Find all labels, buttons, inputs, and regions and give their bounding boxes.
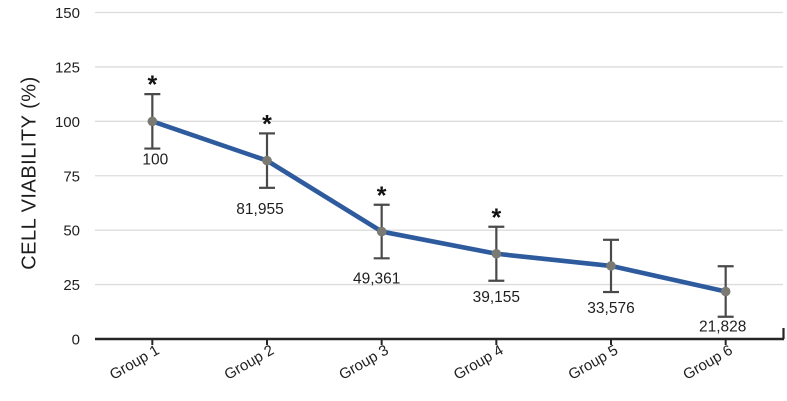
y-tick-label: 0	[72, 332, 80, 349]
category-label: Group 4	[451, 342, 506, 384]
data-point-markers	[147, 116, 731, 297]
gridlines	[95, 11, 783, 286]
data-label: 100	[142, 152, 168, 169]
data-label: 49,361	[353, 270, 400, 287]
data-point-marker	[606, 261, 616, 271]
y-tick-label: 125	[55, 59, 80, 76]
category-label: Group 6	[680, 342, 735, 384]
category-label: Group 5	[566, 342, 621, 384]
x-axis	[95, 328, 785, 345]
series-line	[150, 119, 728, 294]
significance-asterisk: *	[147, 71, 157, 99]
y-tick-label: 50	[63, 223, 80, 240]
y-tick-label: 100	[55, 114, 80, 131]
y-axis-title: CELL VIABILITY (%)	[18, 76, 41, 270]
category-label: Group 3	[336, 342, 391, 384]
significance-asterisk: *	[491, 204, 501, 232]
data-point-marker	[147, 116, 158, 127]
significance-asterisk: *	[262, 110, 272, 138]
y-tick-label: 25	[63, 277, 80, 294]
significance-asterisk: *	[377, 182, 387, 210]
data-label: 33,576	[587, 300, 634, 317]
category-label: Group 2	[222, 342, 277, 384]
data-label: 39,155	[473, 289, 520, 306]
category-label: Group 1	[107, 342, 162, 384]
error-bars	[144, 93, 734, 318]
data-point-marker	[720, 286, 731, 297]
data-point-marker	[491, 248, 502, 259]
y-tick-label: 75	[63, 168, 80, 185]
data-label: 21,828	[699, 319, 746, 336]
data-label: 81,955	[236, 201, 283, 218]
data-point-marker	[376, 226, 387, 237]
data-point-marker	[262, 155, 272, 166]
y-tick-label: 150	[55, 5, 80, 22]
